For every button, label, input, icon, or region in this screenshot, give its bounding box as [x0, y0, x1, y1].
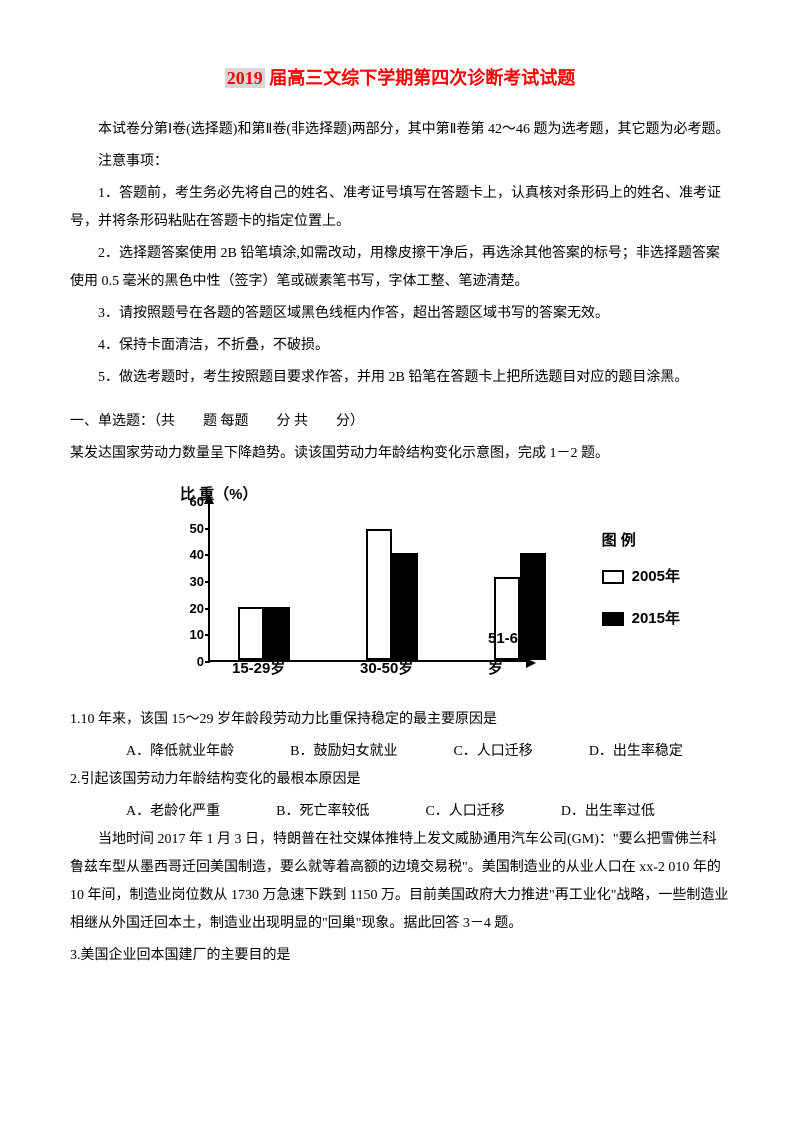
question-1: 1.10 年来，该国 15～29 岁年龄段劳动力比重保持稳定的最主要原因是 — [70, 706, 730, 734]
bar — [264, 607, 290, 660]
choice-option: A．老龄化严重 — [98, 798, 220, 826]
question-3: 3.美国企业回本国建厂的主要目的是 — [70, 942, 730, 970]
x-tick-label: 30-50岁 — [360, 654, 413, 684]
y-tick-label: 10 — [170, 628, 204, 641]
notice-item: 5．做选考题时，考生按照题目要求作答，并用 2B 铅笔在答题卡上把所选题目对应的… — [70, 364, 730, 392]
x-tick-label: 51-64岁 — [488, 624, 528, 684]
bar — [238, 607, 264, 660]
bar-chart: 比 重（%） 010203040506015-29岁30-50岁51-64岁 图… — [160, 486, 680, 696]
question-2-choices: A．老龄化严重 B．死亡率较低 C．人口迁移 D．出生率过低 — [70, 798, 730, 826]
legend-label-2005: 2005年 — [632, 562, 680, 592]
choice-option: C．人口迁移 — [397, 798, 504, 826]
intro-paragraph: 本试卷分第Ⅰ卷(选择题)和第Ⅱ卷(非选择题)两部分，其中第Ⅱ卷第 42～46 题… — [70, 116, 730, 144]
passage-1: 某发达国家劳动力数量呈下降趋势。读该国劳动力年龄结构变化示意图，完成 1－2 题… — [70, 440, 730, 468]
notice-item: 4．保持卡面清洁，不折叠，不破损。 — [70, 332, 730, 360]
y-tick-label: 40 — [170, 548, 204, 561]
y-tick-label: 20 — [170, 602, 204, 615]
y-tick-mark — [205, 608, 210, 610]
choice-option: A．降低就业年龄 — [98, 738, 234, 766]
choice-option: B．鼓励妇女就业 — [262, 738, 397, 766]
y-tick-mark — [205, 661, 210, 663]
legend-title: 图 例 — [602, 526, 680, 556]
page-title: 2019 届高三文综下学期第四次诊断考试试题 — [70, 60, 730, 96]
title-prefix: 2019 — [225, 68, 265, 88]
y-tick-label: 0 — [170, 655, 204, 668]
notice-item: 3．请按照题号在各题的答题区域黑色线框内作答，超出答题区域书写的答案无效。 — [70, 300, 730, 328]
legend-item-2005: 2005年 — [602, 562, 680, 592]
y-tick-mark — [205, 634, 210, 636]
y-tick-mark — [205, 528, 210, 530]
choice-option: D．出生率过低 — [533, 798, 655, 826]
legend-swatch-black — [602, 612, 624, 626]
choice-option: C．人口迁移 — [425, 738, 532, 766]
bar — [366, 529, 392, 660]
passage-2: 当地时间 2017 年 1 月 3 日，特朗普在社交媒体推特上发文威胁通用汽车公… — [70, 826, 730, 938]
notice-item: 1．答题前，考生务必先将自己的姓名、准考证号填写在答题卡上，认真核对条形码上的姓… — [70, 180, 730, 236]
notice-item: 2．选择题答案使用 2B 铅笔填涂,如需改动，用橡皮擦干净后，再选涂其他答案的标… — [70, 240, 730, 296]
x-tick-label: 15-29岁 — [232, 654, 285, 684]
bar — [392, 553, 418, 660]
section-1-header: 一、单选题：（共 题 每题 分 共 分） — [70, 408, 730, 436]
question-1-choices: A．降低就业年龄 B．鼓励妇女就业 C．人口迁移 D．出生率稳定 — [70, 738, 730, 766]
y-tick-label: 50 — [170, 522, 204, 535]
choice-option: D．出生率稳定 — [561, 738, 683, 766]
y-tick-mark — [205, 501, 210, 503]
chart-legend: 图 例 2005年 2015年 — [602, 526, 680, 646]
legend-item-2015: 2015年 — [602, 604, 680, 634]
notice-header: 注意事项： — [70, 148, 730, 176]
y-tick-mark — [205, 581, 210, 583]
legend-label-2015: 2015年 — [632, 604, 680, 634]
y-tick-mark — [205, 554, 210, 556]
y-tick-label: 60 — [170, 495, 204, 508]
question-2: 2.引起该国劳动力年龄结构变化的最根本原因是 — [70, 766, 730, 794]
y-tick-label: 30 — [170, 575, 204, 588]
title-rest: 届高三文综下学期第四次诊断考试试题 — [265, 68, 576, 88]
legend-swatch-white — [602, 570, 624, 584]
choice-option: B．死亡率较低 — [248, 798, 369, 826]
chart-axis: 010203040506015-29岁30-50岁51-64岁 — [208, 502, 528, 662]
